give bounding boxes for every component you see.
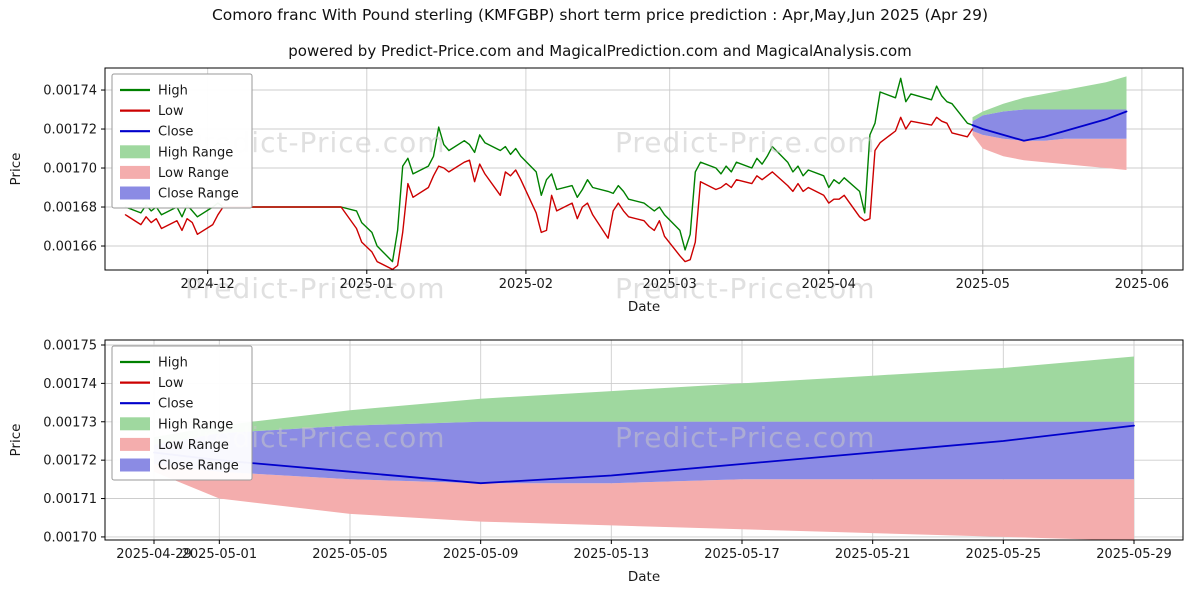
y-tick-label: 0.00174	[43, 84, 97, 99]
x-tick-label: 2025-04-29	[116, 547, 192, 562]
legend-label: High Range	[158, 145, 233, 160]
x-tick-label: 2025-04	[802, 277, 856, 292]
price-history-chart: Predict-Price.com Predict-Price.com Predic…	[8, 67, 1184, 315]
x-tick-label: 2025-05	[956, 277, 1010, 292]
low-range-band	[154, 464, 1134, 541]
y-axis-label: Price	[8, 153, 24, 186]
forecast-bands	[154, 356, 1134, 541]
x-tick-label: 2025-03	[643, 277, 697, 292]
chart-title: Comoro franc With Pound sterling (KMFGBP…	[211, 6, 989, 24]
high-range-band	[972, 76, 1127, 122]
low-line	[124, 116, 974, 271]
legend-label: Close	[158, 397, 193, 412]
y-tick-label: 0.00172	[43, 454, 97, 469]
x-tick-label: 2025-05-25	[966, 547, 1042, 562]
y-tick-label: 0.00174	[43, 377, 97, 392]
x-tick-label: 2025-02	[499, 277, 553, 292]
forecast-bands	[972, 76, 1127, 170]
chart-subtitle: powered by Predict-Price.com and Magical…	[288, 42, 912, 60]
watermark-text: Predict-Price.com	[185, 272, 446, 305]
x-tick-label: 2025-05-29	[1096, 547, 1172, 562]
close-range-band	[154, 421, 1134, 484]
y-tick-label: 0.00175	[43, 338, 97, 353]
legend-label: High Range	[158, 417, 233, 432]
y-tick-label: 0.00168	[43, 201, 97, 216]
y-tick-label: 0.00171	[43, 492, 97, 507]
close-range-band	[972, 109, 1127, 141]
series-lines	[153, 424, 1135, 485]
y-tick-label: 0.00166	[43, 240, 97, 255]
watermark-text: Predict-Price.com	[615, 126, 876, 159]
close-line	[971, 110, 1128, 142]
x-tick-label: 2025-05-21	[835, 547, 911, 562]
x-tick-label: 2025-05-13	[574, 547, 650, 562]
legend: High Low Close High Range Low Range Close Ran…	[111, 73, 253, 209]
x-tick-label: 2025-05-01	[182, 547, 258, 562]
forecast-detail-chart: Predict-Price.com Predict-Price.com2025-0…	[8, 338, 1184, 585]
x-axis-label: Date	[628, 569, 660, 585]
legend-label: Low Range	[158, 438, 229, 453]
x-tick-label: 2025-05-09	[443, 547, 519, 562]
watermark-text: Predict-Price.com	[615, 421, 876, 454]
high-range-band	[154, 356, 1134, 445]
grid	[105, 68, 1183, 270]
x-tick-label: 2025-06	[1115, 277, 1169, 292]
legend-label: Low	[158, 376, 184, 391]
y-tick-label: 0.00173	[43, 415, 97, 430]
series-lines	[124, 77, 1128, 271]
legend-label: Close Range	[158, 459, 239, 474]
y-axis-label: Price	[8, 424, 24, 457]
y-tick-label: 0.00170	[43, 530, 97, 545]
axes: 2024-12 2025-01 2025-02 2025-03 2025-04 2025-…	[8, 67, 1184, 315]
legend-label: Low	[158, 104, 184, 119]
legend: High Low Close High Range Low Range Close Ran…	[111, 345, 253, 481]
watermark-text: Predict-Price.com	[615, 272, 876, 305]
x-tick-label: 2025-05-05	[312, 547, 388, 562]
x-tick-label: 2025-05-17	[704, 547, 780, 562]
close-line	[153, 424, 1135, 485]
legend-label: Close Range	[158, 187, 239, 202]
y-tick-label: 0.00172	[43, 123, 97, 138]
x-tick-label: 2025-01	[340, 277, 394, 292]
legend-label: High	[158, 356, 188, 371]
high-line	[124, 77, 974, 263]
legend-label: Low Range	[158, 166, 229, 181]
legend-label: Close	[158, 125, 193, 140]
x-tick-label: 2024-12	[181, 277, 235, 292]
y-tick-label: 0.00170	[43, 162, 97, 177]
low-range-band	[972, 131, 1127, 170]
x-axis-label: Date	[628, 299, 660, 315]
legend-label: High	[158, 84, 188, 99]
